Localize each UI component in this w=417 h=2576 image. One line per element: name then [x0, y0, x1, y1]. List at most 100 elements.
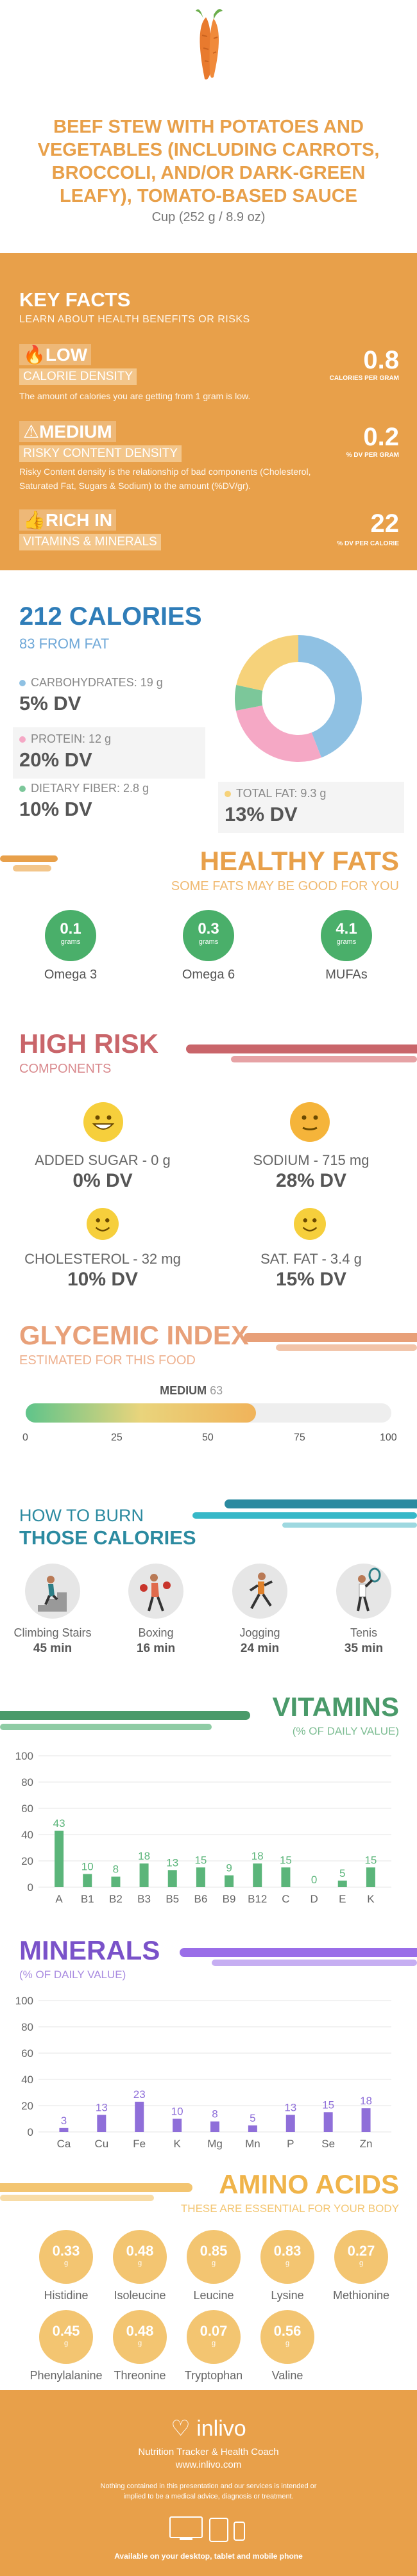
amino-label: Valine	[271, 2369, 303, 2382]
category-label: K	[173, 2138, 181, 2150]
added-sugar-value: 0% DV	[72, 1170, 133, 1191]
category-label: B1	[81, 1893, 94, 1905]
calorie-density-level: 🔥LOW	[19, 344, 92, 365]
amino-circle: 0.27 g	[334, 2230, 388, 2284]
amino-circle: 0.48 g	[113, 2230, 167, 2284]
burn-banner	[192, 1512, 417, 1519]
added-sugar-label: ADDED SUGAR - 0 g	[35, 1152, 171, 1168]
calorie-density-unit: CALORIES PER GRAM	[329, 375, 399, 382]
macro-fat: TOTAL FAT: 9.3 g 13% DV	[218, 782, 404, 833]
burn-title-2: THOSE CALORIES	[19, 1526, 196, 1549]
tennis-icon	[336, 1564, 391, 1619]
burn-banner	[282, 1523, 417, 1528]
heart-icon: ♡	[171, 2416, 191, 2441]
vitamins-banner	[0, 1711, 250, 1720]
fats-banner	[0, 855, 58, 862]
category-label: B2	[109, 1893, 123, 1905]
glycemic-subtitle: ESTIMATED FOR THIS FOOD	[19, 1353, 196, 1367]
category-label: C	[282, 1893, 289, 1905]
category-label: Mn	[245, 2138, 260, 2150]
glycemic-fill	[26, 1403, 257, 1423]
warning-icon: ⚠	[23, 422, 40, 442]
amino-label: Tryptophan	[184, 2369, 243, 2382]
boxing-label: Boxing	[138, 1626, 174, 1639]
bar-value-label: 18	[360, 2095, 372, 2107]
macro-fiber: DIETARY FIBER: 2.8 g 10% DV	[19, 782, 149, 820]
calorie-density-label: CALORIE DENSITY	[19, 368, 137, 385]
tennis-label: Tenis	[350, 1626, 378, 1639]
calorie-density-value: 0.8	[363, 346, 399, 374]
stairs-label: Climbing Stairs	[13, 1626, 92, 1639]
high-risk-section: HIGH RISK COMPONENTS ADDED SUGAR - 0 g 0…	[0, 1000, 417, 1320]
category-label: Se	[321, 2138, 335, 2150]
bar	[173, 2118, 182, 2132]
key-facts-subtitle: LEARN ABOUT HEALTH BENEFITS OR RISKS	[19, 314, 250, 325]
donut-slice-fat	[236, 635, 299, 691]
y-tick-label: 80	[21, 1776, 33, 1788]
calories-from-fat: 83 FROM FAT	[19, 636, 110, 652]
flame-icon: 🔥	[23, 345, 46, 365]
category-label: A	[55, 1893, 63, 1905]
calories-title: 212 CALORIES	[19, 602, 202, 631]
category-label: Cu	[94, 2138, 108, 2150]
category-label: Ca	[57, 2138, 71, 2150]
y-tick-label: 100	[15, 1750, 33, 1762]
omega6-circle: 0.3 grams	[183, 910, 234, 961]
category-label: B12	[248, 1893, 267, 1905]
brand-logo: ♡ inlivo	[171, 2416, 246, 2441]
minerals-bar-chart: 0 20 40 60 80 100 3 Ca 13 Cu 23 Fe 10 K 8 Mg 5 Mn 13 P 15 Se 1…	[15, 1995, 391, 2150]
omega3-label: Omega 3	[44, 968, 98, 982]
footer: ♡ inlivo Nutrition Tracker & Health Coac…	[0, 2390, 417, 2576]
bar	[55, 1830, 64, 1887]
amino-circle: 0.45 g	[39, 2310, 93, 2364]
y-tick-label: 0	[28, 1881, 33, 1894]
footer-available: Available on your desktop, tablet and mo…	[114, 2552, 303, 2561]
omega6-label: Omega 6	[182, 968, 235, 982]
footer-disclaimer: Nothing contained in this presentation a…	[100, 2482, 317, 2500]
fat-dot-icon	[225, 790, 231, 797]
bar-value-label: 15	[322, 2099, 334, 2111]
sodium-value: 28% DV	[275, 1170, 347, 1191]
omega3-circle: 0.1 grams	[45, 910, 96, 961]
high-risk-title: HIGH RISK	[19, 1028, 159, 1059]
amino-circle: 0.83 g	[260, 2230, 314, 2284]
macro-donut-chart	[235, 635, 362, 762]
y-tick-label: 60	[21, 2047, 33, 2060]
bar	[253, 1863, 262, 1887]
burn-banner	[225, 1499, 417, 1508]
vitamins-title: VITAMINS	[272, 1692, 399, 1722]
bar	[323, 2112, 333, 2132]
healthy-fats-title: HEALTHY FATS	[200, 846, 399, 876]
calorie-density-desc: The amount of calories you are getting f…	[19, 391, 251, 401]
risky-density-value: 0.2	[363, 423, 399, 451]
amino-banner	[0, 2183, 192, 2192]
category-label: B6	[194, 1893, 208, 1905]
bar	[59, 2127, 69, 2132]
jogging-label: Jogging	[239, 1626, 280, 1639]
risk-banner	[186, 1044, 417, 1053]
category-label: D	[310, 1893, 318, 1905]
carrot-icon	[178, 9, 239, 80]
footer-url[interactable]: www.inlivo.com	[175, 2459, 242, 2470]
tennis-value: 35 min	[344, 1642, 384, 1655]
bar-value-label: 43	[53, 1817, 65, 1829]
protein-dot-icon	[19, 736, 26, 743]
high-risk-subtitle: COMPONENTS	[19, 1062, 112, 1076]
mufa-label: MUFAs	[325, 968, 368, 982]
y-tick-label: 20	[21, 1855, 33, 1867]
amino-title: AMINO ACIDS	[219, 2169, 399, 2199]
bar	[366, 1867, 375, 1887]
amino-circle: 0.07 g	[187, 2310, 241, 2364]
amino-label: Histidine	[44, 2289, 89, 2302]
glycemic-ticks: 0 25 50 75 100	[22, 1432, 397, 1443]
bar-value-label: 3	[61, 2115, 67, 2127]
amino-label: Methionine	[332, 2289, 390, 2302]
category-label: B9	[223, 1893, 236, 1905]
bar	[111, 1876, 121, 1887]
glycemic-section: GLYCEMIC INDEX ESTIMATED FOR THIS FOOD M…	[0, 1320, 417, 1480]
risky-density-unit: % DV PER GRAM	[346, 452, 399, 459]
food-title: BEEF STEW WITH POTATOES AND VEGETABLES (…	[37, 117, 380, 206]
bar-value-label: 5	[339, 1867, 345, 1879]
risky-density-level: ⚠MEDIUM	[19, 421, 116, 442]
vitamins-section: VITAMINS (% OF DAILY VALUE) 0 20 40 60 80 100…	[0, 1672, 417, 1922]
